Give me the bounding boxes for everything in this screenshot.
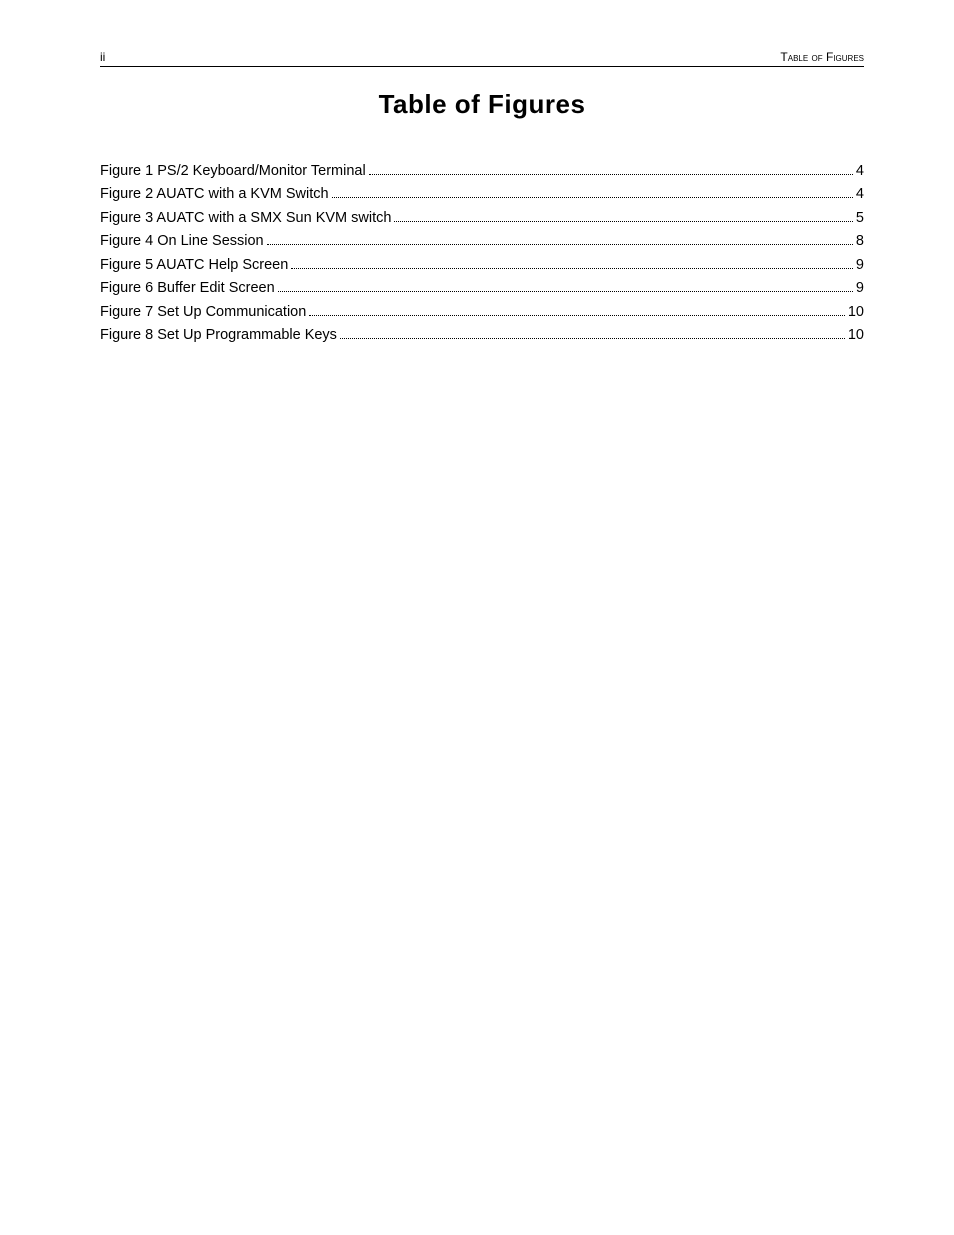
tof-entry: Figure 2 AUATC with a KVM Switch 4 [100, 183, 864, 205]
tof-leader [340, 338, 845, 339]
tof-label: Figure 7 Set Up Communication [100, 301, 306, 323]
tof-label: Figure 8 Set Up Programmable Keys [100, 324, 337, 346]
table-of-figures: Figure 1 PS/2 Keyboard/Monitor Terminal … [100, 160, 864, 347]
tof-entry: Figure 6 Buffer Edit Screen 9 [100, 277, 864, 299]
tof-entry: Figure 1 PS/2 Keyboard/Monitor Terminal … [100, 160, 864, 182]
page-number: ii [100, 50, 105, 64]
tof-page: 4 [856, 183, 864, 205]
tof-page: 4 [856, 160, 864, 182]
tof-entry: Figure 8 Set Up Programmable Keys 10 [100, 324, 864, 346]
tof-entry: Figure 7 Set Up Communication 10 [100, 301, 864, 323]
tof-label: Figure 5 AUATC Help Screen [100, 254, 288, 276]
tof-leader [291, 268, 853, 269]
tof-page: 10 [848, 301, 864, 323]
tof-label: Figure 6 Buffer Edit Screen [100, 277, 275, 299]
tof-leader [369, 174, 853, 175]
running-header: ii Table of Figures [100, 50, 864, 67]
tof-entry: Figure 5 AUATC Help Screen 9 [100, 254, 864, 276]
tof-leader [394, 221, 852, 222]
tof-label: Figure 4 On Line Session [100, 230, 264, 252]
running-head: Table of Figures [780, 50, 864, 64]
tof-label: Figure 3 AUATC with a SMX Sun KVM switch [100, 207, 391, 229]
tof-leader [309, 315, 845, 316]
tof-page: 5 [856, 207, 864, 229]
tof-entry: Figure 4 On Line Session 8 [100, 230, 864, 252]
tof-page: 9 [856, 277, 864, 299]
tof-page: 9 [856, 254, 864, 276]
tof-label: Figure 1 PS/2 Keyboard/Monitor Terminal [100, 160, 366, 182]
tof-entry: Figure 3 AUATC with a SMX Sun KVM switch… [100, 207, 864, 229]
tof-leader [332, 197, 853, 198]
page-container: ii Table of Figures Table of Figures Fig… [0, 0, 954, 347]
tof-page: 8 [856, 230, 864, 252]
tof-leader [267, 244, 853, 245]
page-title: Table of Figures [100, 89, 864, 120]
tof-label: Figure 2 AUATC with a KVM Switch [100, 183, 329, 205]
tof-page: 10 [848, 324, 864, 346]
tof-leader [278, 291, 853, 292]
